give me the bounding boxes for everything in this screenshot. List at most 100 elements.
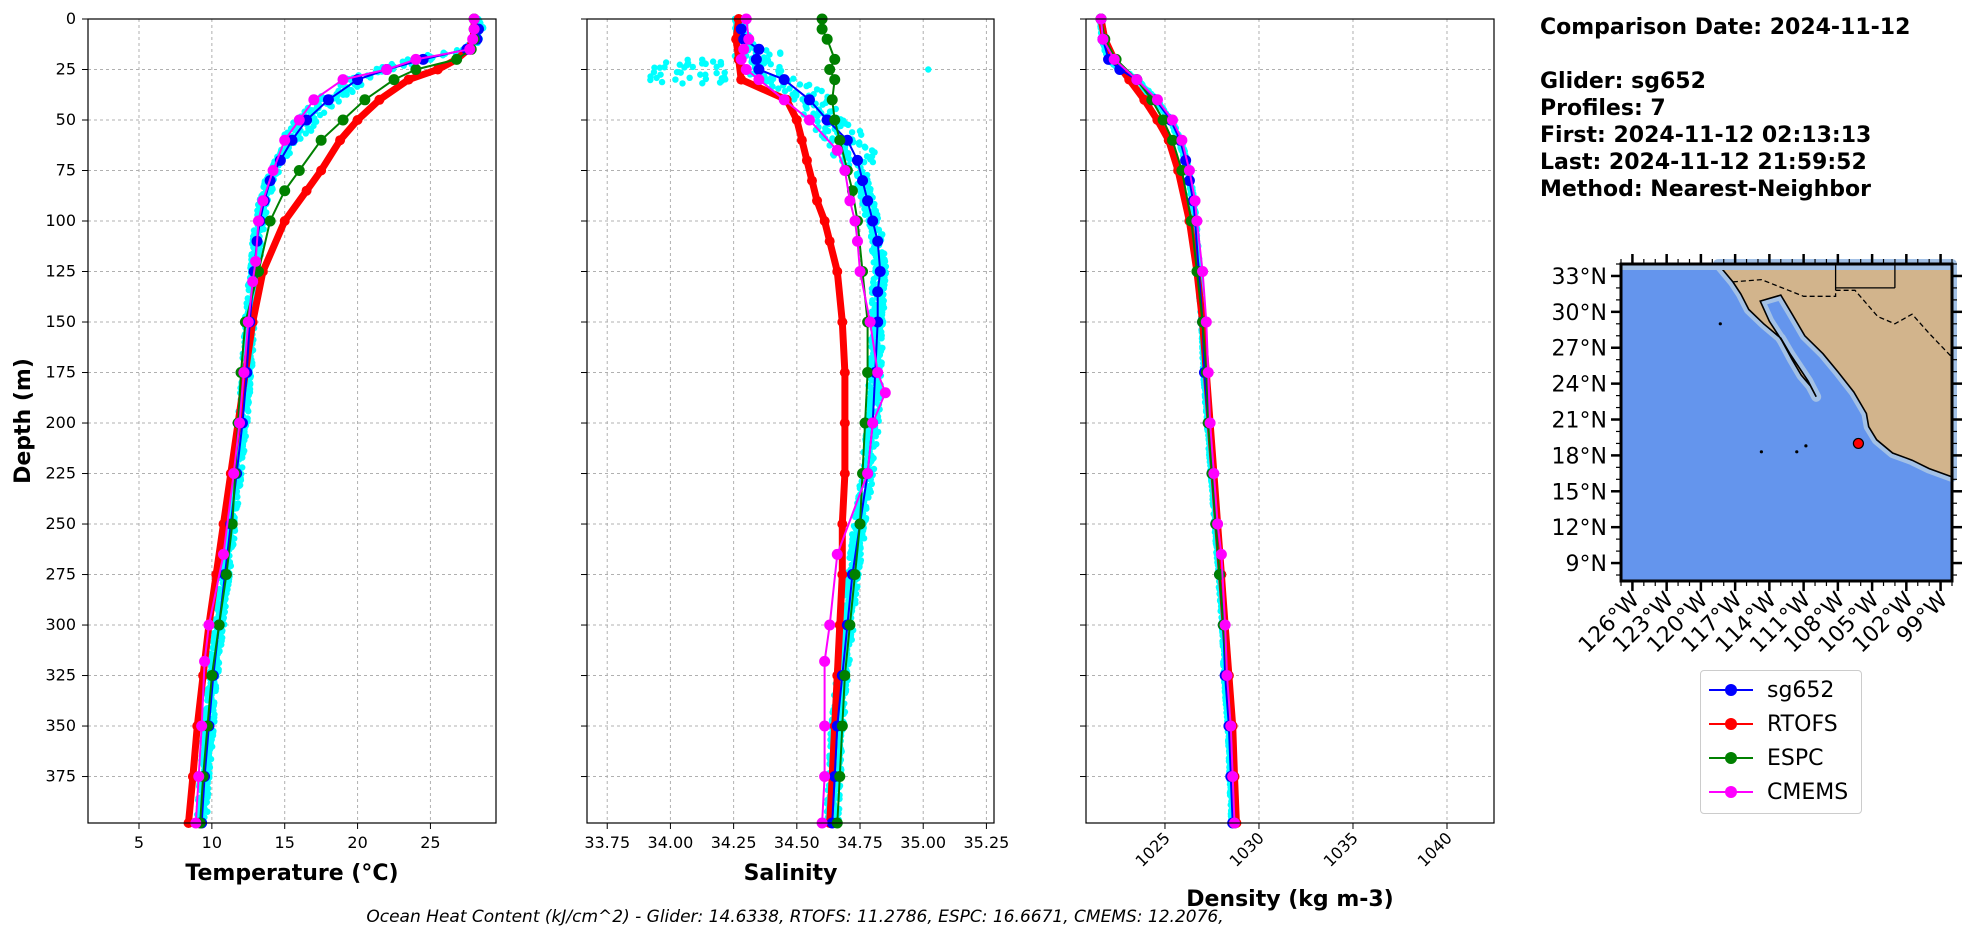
map-lat-label: 30°N [1552, 301, 1607, 326]
data-point-espc [1176, 165, 1188, 177]
data-point-cmems [1208, 468, 1220, 480]
y-tick-label: 25 [56, 60, 76, 79]
glider-raw-point [862, 144, 869, 151]
profile-count: Profiles: 7 [1540, 96, 1666, 121]
glider-raw-point [713, 69, 720, 77]
method: Method: Nearest-Neighbor [1540, 177, 1871, 202]
data-point-sg652 [753, 43, 765, 55]
data-point-cmems [862, 468, 874, 480]
y-tick-label: 75 [56, 161, 76, 180]
glider-raw-point [853, 584, 860, 592]
data-point-cmems [849, 215, 861, 227]
data-point-espc [220, 569, 232, 581]
axes-frame [87, 18, 497, 824]
x-tick-label: 34.25 [711, 833, 757, 852]
glider-raw-point [672, 76, 679, 83]
data-point-cmems [228, 468, 240, 480]
data-point-espc [213, 619, 225, 631]
glider-raw-point [679, 80, 686, 87]
data-point-cmems [819, 771, 831, 783]
y-tick-label: 175 [45, 363, 76, 382]
glider-raw-point [925, 66, 932, 73]
legend-entry-rtofs: RTOFS [1709, 709, 1838, 739]
glider-raw-point [657, 71, 664, 78]
data-point-cmems [844, 195, 856, 207]
series-cmems [190, 13, 480, 829]
data-point-rtofs [806, 175, 817, 186]
series-rtofs [1096, 14, 1242, 828]
glider-raw-point [766, 51, 773, 58]
data-point-cmems [867, 417, 879, 429]
data-point-rtofs [279, 216, 290, 227]
data-point-cmems [199, 655, 211, 667]
data-point-espc [826, 94, 838, 106]
last-time: Last: 2024-11-12 21:59:52 [1540, 150, 1867, 175]
map-border [1732, 278, 1953, 358]
legend: sg652 RTOFS ESPC CMEMS [1700, 670, 1862, 814]
data-point-cmems [1212, 518, 1224, 530]
data-point-rtofs [374, 94, 385, 105]
data-point-cmems [879, 387, 891, 399]
data-point-espc [315, 134, 327, 146]
data-point-cmems [1166, 114, 1178, 126]
data-point-espc [824, 64, 836, 76]
map-land [1716, 263, 1953, 479]
x-tick-label: 35.25 [964, 833, 1010, 852]
glider-raw-point [796, 81, 804, 88]
legend-entry-sg652: sg652 [1709, 675, 1834, 705]
data-point-cmems [238, 367, 250, 379]
axes-frame [586, 18, 995, 824]
data-point-cmems [257, 195, 269, 207]
data-point-cmems [824, 619, 836, 631]
data-point-rtofs [819, 216, 830, 227]
x-axis-label: Temperature (°C) [185, 861, 398, 886]
data-point-rtofs [301, 185, 312, 196]
comparison-date: Comparison Date: 2024-11-12 [1540, 15, 1911, 40]
data-point-sg652 [1183, 175, 1195, 187]
data-point-cmems [247, 276, 259, 288]
data-point-cmems [753, 74, 765, 86]
glider-location-marker [1852, 437, 1865, 450]
data-point-cmems [839, 165, 851, 177]
glider-raw-point [872, 433, 879, 440]
y-tick-label: 225 [45, 464, 76, 483]
data-point-cmems [1215, 548, 1227, 560]
data-point-cmems [778, 94, 790, 106]
glider-raw-point [803, 105, 810, 112]
map-lat-label: 21°N [1552, 409, 1607, 434]
glider-raw-point [204, 808, 211, 815]
data-point-espc [1166, 134, 1178, 146]
data-point-cmems [193, 771, 205, 783]
x-tick-label: 25 [420, 833, 440, 852]
y-tick-label: 100 [45, 211, 76, 230]
glider-raw-point [717, 61, 725, 68]
data-point-sg652 [821, 114, 833, 126]
data-point-cmems [1183, 165, 1195, 177]
salinity-panel: 33.75 34.00 34.25 34.50 34.75 35.00 35.25 Salin… [581, 13, 1010, 886]
data-point-cmems [1097, 33, 1109, 45]
glider-raw-point [876, 335, 884, 342]
ocean-heat-content-caption: Ocean Heat Content (kJ/cm^2) - Glider: 1… [366, 907, 1224, 927]
y-tick-label: 325 [45, 666, 76, 685]
map-frame [1619, 262, 1954, 583]
glider-raw-point [689, 63, 696, 71]
data-point-espc [252, 266, 264, 278]
map-island [1759, 450, 1763, 454]
x-tick-label: 15 [275, 833, 295, 852]
data-point-espc [821, 33, 833, 45]
glider-raw-point [790, 96, 798, 103]
glider-raw-point [247, 381, 254, 388]
legend-entry-cmems: CMEMS [1709, 777, 1848, 807]
glider-raw-point [699, 80, 706, 87]
data-point-rtofs [812, 195, 823, 206]
temperature-panel: 0 25 50 75 100 125 150 175 200 225 250 275 300 325 350… [11, 9, 497, 886]
data-point-cmems [203, 619, 215, 631]
y-tick-label: 350 [45, 716, 76, 735]
glider-raw-point [683, 61, 691, 69]
glider-raw-point [869, 158, 877, 166]
location-map: 33°N30°N27°N24°N21°N18°N15°N12°N9°N126°W… [1552, 254, 1962, 658]
glider-raw-point [709, 58, 717, 65]
map-lat-label: 27°N [1552, 337, 1607, 362]
glider-raw-point [850, 540, 857, 548]
y-tick-label: 200 [45, 413, 76, 432]
